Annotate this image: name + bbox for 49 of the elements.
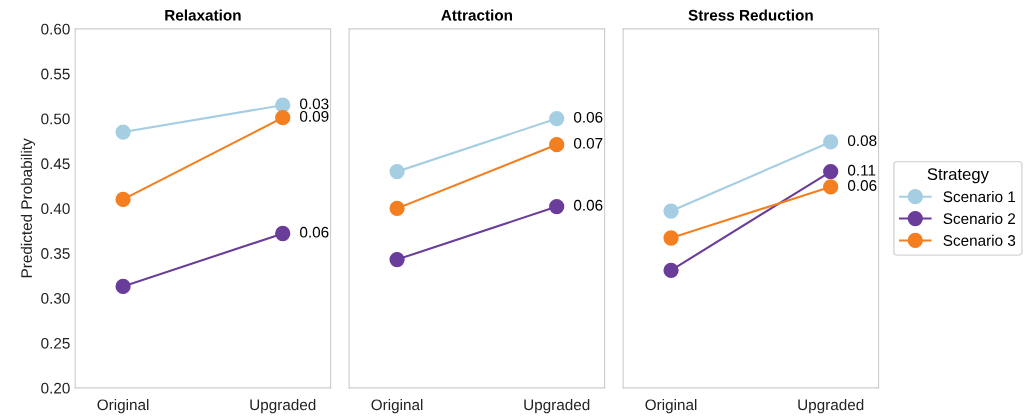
annotation: 0.11 [847, 164, 876, 176]
legend-label: Scenario 1 [943, 190, 1016, 203]
y-tick-label: 0.20 [41, 382, 70, 394]
x-tick-label: Original [97, 399, 149, 414]
annotation: 0.08 [847, 135, 877, 147]
y-tick-label: 0.55 [41, 68, 70, 80]
chart-title: Attraction [441, 9, 513, 21]
legend-label: Scenario 2 [943, 212, 1016, 225]
point [275, 225, 291, 242]
annotation: 0.06 [847, 180, 877, 191]
point [389, 200, 405, 217]
x-tick-label: Upgraded [524, 399, 590, 414]
point [115, 124, 131, 140]
y-tick-label: 0.25 [41, 337, 70, 349]
annotation: 0.07 [573, 137, 603, 149]
x-tick-label: Original [371, 399, 423, 414]
y-tick-label: 0.50 [41, 113, 70, 125]
point [549, 136, 565, 153]
point [663, 262, 679, 278]
y-axis-title: Predicted Probability [20, 138, 36, 278]
annotation: 0.06 [300, 226, 329, 238]
point [275, 110, 291, 126]
point [389, 251, 405, 268]
point [663, 203, 679, 219]
point [115, 278, 131, 295]
x-tick-label: Upgraded [250, 399, 316, 414]
annotation: 0.09 [300, 110, 329, 122]
point [549, 110, 565, 127]
y-tick-label: 0.35 [41, 248, 70, 259]
point [823, 179, 839, 195]
x-tick-label: Upgraded [798, 399, 864, 414]
chart-title: Relaxation [165, 9, 241, 21]
point [115, 191, 131, 208]
point [823, 163, 839, 180]
y-tick-label: 0.40 [41, 203, 70, 215]
annotation: 0.06 [573, 111, 603, 123]
chart-title: Stress Reduction [688, 9, 813, 21]
y-tick-label: 0.60 [41, 23, 70, 35]
legend-title: Strategy [927, 168, 989, 184]
point [823, 134, 839, 150]
point [549, 198, 565, 215]
x-tick-label: Original [645, 399, 697, 414]
legend-label: Scenario 3 [943, 234, 1016, 246]
y-tick-label: 0.45 [41, 158, 70, 170]
annotation: 0.06 [573, 199, 603, 211]
y-tick-label: 0.30 [41, 293, 70, 304]
point [389, 163, 405, 180]
point [663, 230, 679, 246]
annotation: 0.03 [300, 98, 329, 110]
